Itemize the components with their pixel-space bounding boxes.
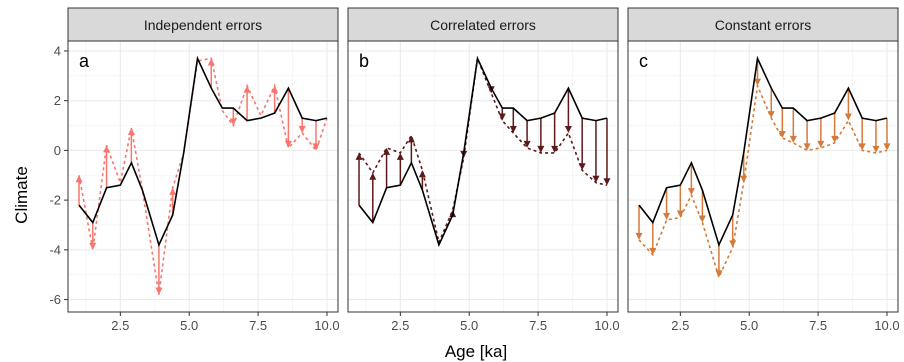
panel-bg-c — [628, 41, 898, 312]
strip-label-b: Correlated errors — [430, 17, 536, 33]
x-tick-label: 10.0 — [594, 318, 619, 333]
error-arrow-head — [155, 287, 163, 295]
panel-border-c — [627, 40, 899, 313]
x-tick-label: 2.5 — [111, 318, 129, 333]
y-tick-label: -2 — [49, 193, 61, 208]
error-arrow-head — [592, 175, 600, 183]
strip-b — [347, 7, 619, 42]
error-arrow-head — [753, 78, 761, 86]
error-arrow-head — [803, 143, 811, 151]
observed-series-line-c — [638, 82, 888, 280]
error-arrow-head — [396, 152, 404, 160]
error-arrow-head — [523, 140, 531, 148]
x-tick-label: 2.5 — [391, 318, 409, 333]
x-tick-label: 7.5 — [529, 318, 547, 333]
panel-b: Correlated errors b 2.5 5.0 7.5 10.0 — [347, 7, 620, 333]
error-arrow-head — [169, 187, 177, 195]
x-tick-label: 10.0 — [874, 318, 899, 333]
error-arrow-head — [789, 135, 797, 143]
strip-a — [67, 7, 339, 42]
x-tick-label: 10.0 — [314, 318, 339, 333]
x-axis-title: Age [ka] — [445, 342, 507, 361]
error-arrow-head — [312, 143, 320, 151]
x-tick-label: 2.5 — [671, 318, 689, 333]
x-tick-label: 5.0 — [460, 318, 478, 333]
error-arrow-head — [603, 178, 611, 186]
panel-border-a — [67, 40, 339, 313]
grid-a — [68, 41, 338, 312]
x-tick-label: 7.5 — [809, 318, 827, 333]
y-tick-label: -4 — [49, 242, 61, 257]
error-arrow-head — [687, 188, 695, 196]
y-tick-label: 2 — [54, 93, 61, 108]
y-axis-title: Climate — [12, 166, 31, 224]
error-arrow-head — [551, 145, 559, 153]
panel-c: Constant errors c 2.5 5.0 7.5 10.0 — [627, 7, 900, 333]
error-arrow-head — [564, 125, 572, 133]
strip-label-c: Constant errors — [715, 17, 811, 33]
error-arrow-head — [407, 135, 415, 143]
panel-border-b — [347, 40, 619, 313]
true-climate-line-a — [78, 55, 328, 248]
strip-c — [627, 7, 899, 42]
y-tick-label: -6 — [49, 292, 61, 307]
grid-c — [628, 41, 898, 312]
error-arrows-b — [355, 86, 611, 223]
error-arrow-head — [778, 130, 786, 138]
panel-bg-b — [348, 41, 618, 312]
observed-series-line-a — [78, 57, 328, 295]
y-tick-label: 4 — [54, 43, 61, 58]
error-arrow-head — [663, 213, 671, 221]
error-arrow-head — [729, 240, 737, 248]
error-arrow-head — [817, 140, 825, 148]
panel-a: Independent errors a 2.5 5.0 7.5 10.0 -6 -4 -2 0 2… — [49, 7, 340, 333]
facet-panels: Independent errors a 2.5 5.0 7.5 10.0 -6 -4 -2 0 2… — [49, 7, 900, 333]
error-arrow-head — [883, 143, 891, 151]
x-tick-label: 7.5 — [249, 318, 267, 333]
true-climate-line-c — [638, 55, 888, 248]
error-arrow-head — [369, 172, 377, 180]
true-climate-line-b — [358, 55, 608, 248]
grid-b — [348, 41, 618, 312]
error-arrow-head — [75, 175, 83, 183]
error-arrow-head — [831, 135, 839, 143]
error-arrow-head — [298, 125, 306, 133]
panel-bg-a — [68, 41, 338, 312]
error-arrow-head — [872, 145, 880, 153]
error-arrow-head — [844, 113, 852, 121]
error-arrow-head — [537, 145, 545, 153]
panel-tag-c: c — [639, 51, 648, 71]
strip-label-a: Independent errors — [144, 17, 262, 33]
error-arrow-head — [355, 152, 363, 160]
y-tick-label: 0 — [54, 143, 61, 158]
x-tick-label: 5.0 — [740, 318, 758, 333]
error-arrow-head — [740, 175, 748, 183]
panel-tag-b: b — [359, 51, 369, 71]
error-arrow-head — [383, 147, 391, 155]
panel-tag-a: a — [79, 51, 90, 71]
error-arrow-head — [635, 232, 643, 240]
error-arrow-head — [676, 210, 684, 218]
error-arrow-head — [509, 125, 517, 133]
error-arrow-head — [498, 113, 506, 121]
x-tick-label: 5.0 — [180, 318, 198, 333]
